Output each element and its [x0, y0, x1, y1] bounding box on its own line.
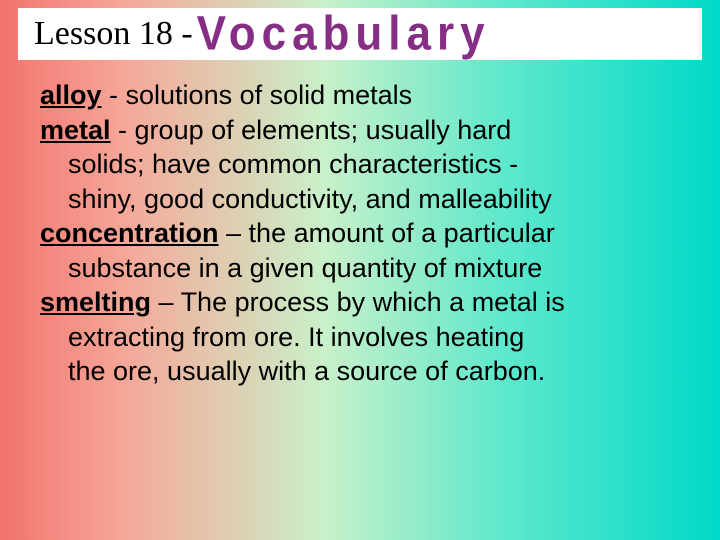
line-2: solids; have common characteristics -: [40, 147, 690, 182]
term-smelting: smelting: [40, 287, 151, 317]
line-1: metal - group of elements; usually hard: [40, 113, 690, 148]
slide: Lesson 18 - Vocabulary alloy - solutions…: [0, 0, 720, 540]
def-alloy: - solutions of solid metals: [102, 80, 413, 110]
line-3: shiny, good conductivity, and malleabili…: [40, 182, 690, 217]
title-prefix: Lesson 18 -: [34, 15, 193, 53]
line-8: the ore, usually with a source of carbon…: [40, 354, 690, 389]
line-0: alloy - solutions of solid metals: [40, 78, 690, 113]
def-metal: - group of elements; usually hard: [111, 115, 512, 145]
title-word: Vocabulary: [197, 7, 491, 62]
content-body: alloy - solutions of solid metals metal …: [40, 78, 690, 389]
def-smelting: – The process by which a metal is: [151, 287, 565, 317]
term-alloy: alloy: [40, 80, 102, 110]
line-5: substance in a given quantity of mixture: [40, 251, 690, 286]
term-metal: metal: [40, 115, 111, 145]
line-4: concentration – the amount of a particul…: [40, 216, 690, 251]
def-concentration: – the amount of a particular: [219, 218, 555, 248]
term-concentration: concentration: [40, 218, 219, 248]
title-bar: Lesson 18 - Vocabulary: [18, 8, 702, 60]
line-7: extracting from ore. It involves heating: [40, 320, 690, 355]
line-6: smelting – The process by which a metal …: [40, 285, 690, 320]
